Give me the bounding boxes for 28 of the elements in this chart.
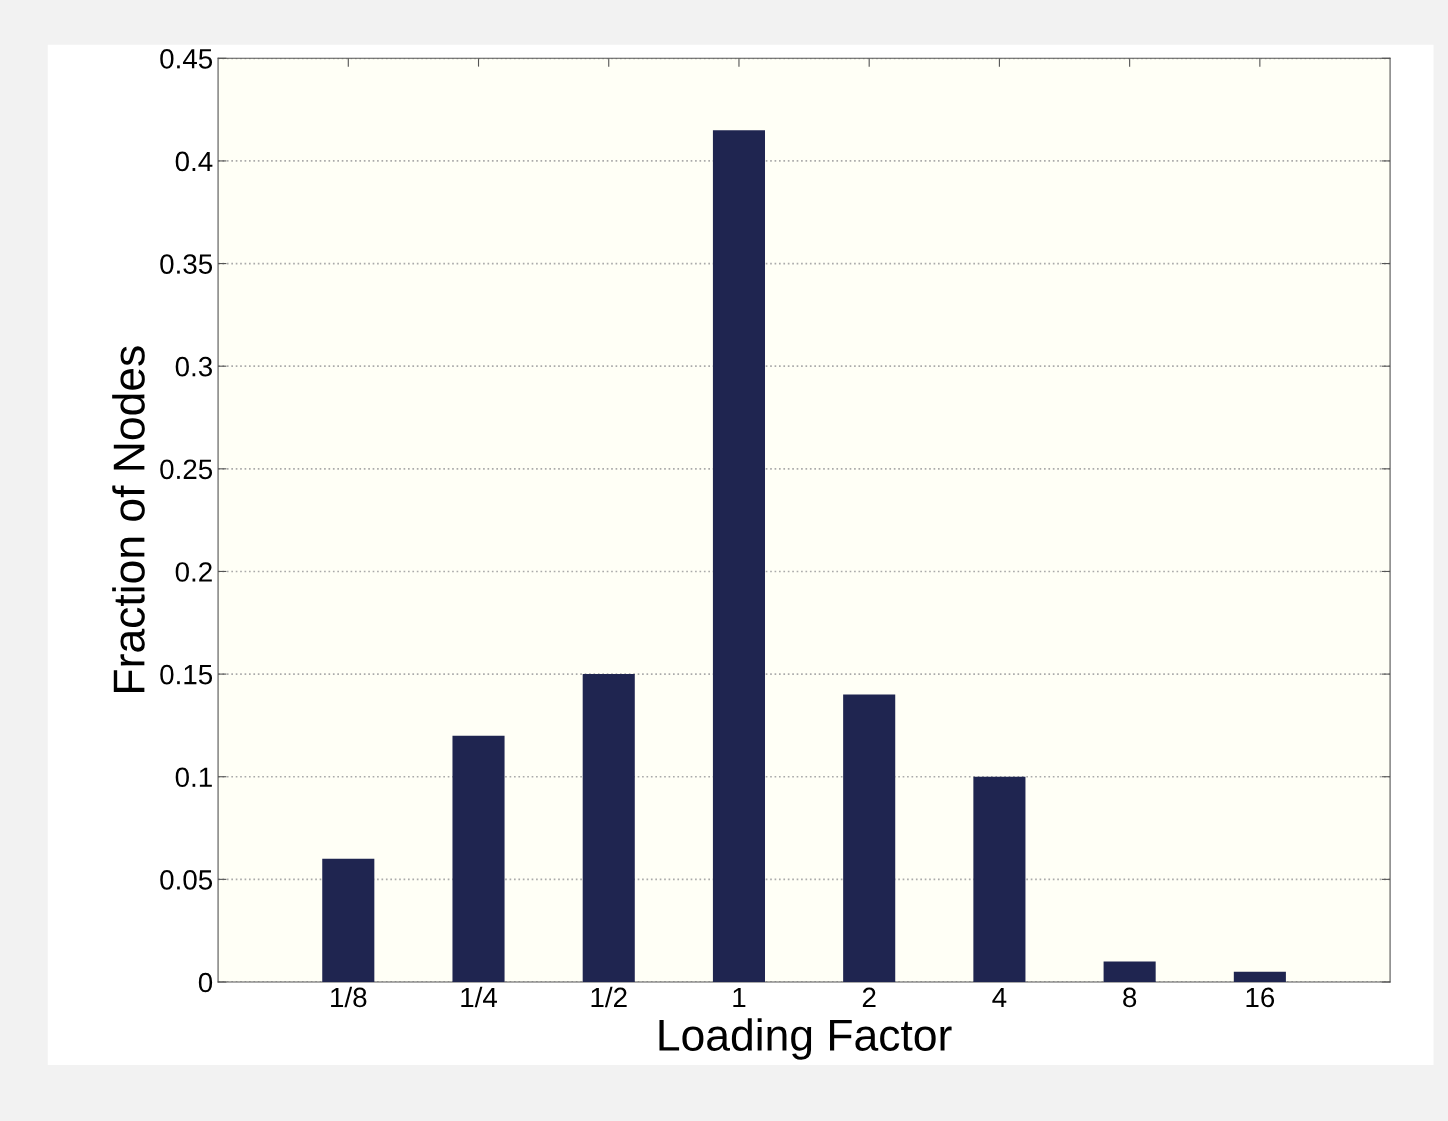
y-tick-label: 0.3 bbox=[175, 356, 212, 377]
bar bbox=[322, 858, 375, 982]
x-tick-label: 1/8 bbox=[331, 986, 367, 1008]
y-tick-label: 0.2 bbox=[175, 562, 212, 582]
y-tick-label: 0.45 bbox=[160, 48, 213, 69]
bar bbox=[1233, 971, 1286, 982]
x-tick-label: 1 bbox=[733, 987, 746, 1007]
y-tick-label: 0.1 bbox=[175, 767, 212, 788]
bar bbox=[843, 694, 896, 982]
y-tick-label: 0.35 bbox=[160, 254, 213, 274]
x-tick-label: 16 bbox=[1246, 987, 1275, 1008]
y-tick-label: 0.25 bbox=[160, 459, 213, 480]
bar bbox=[1103, 961, 1156, 982]
y-tick-label: 0.4 bbox=[175, 151, 213, 172]
bar bbox=[452, 735, 505, 982]
x-tick-label: 1/4 bbox=[461, 986, 498, 1008]
y-axis-title: Fraction of Nodes bbox=[112, 346, 145, 692]
x-tick-label: 1/2 bbox=[591, 986, 627, 1008]
bar bbox=[973, 776, 1026, 982]
x-tick-label: 2 bbox=[862, 987, 876, 1007]
y-tick-label: 0 bbox=[198, 972, 213, 993]
bar bbox=[582, 674, 635, 982]
y-tick-label: 0.15 bbox=[160, 664, 213, 685]
bar bbox=[712, 130, 766, 982]
x-tick-label: 4 bbox=[992, 987, 1007, 1007]
y-tick-label: 0.05 bbox=[160, 870, 213, 890]
x-tick-label: 8 bbox=[1123, 987, 1137, 1008]
x-axis-title: Loading Factor bbox=[659, 1018, 952, 1060]
